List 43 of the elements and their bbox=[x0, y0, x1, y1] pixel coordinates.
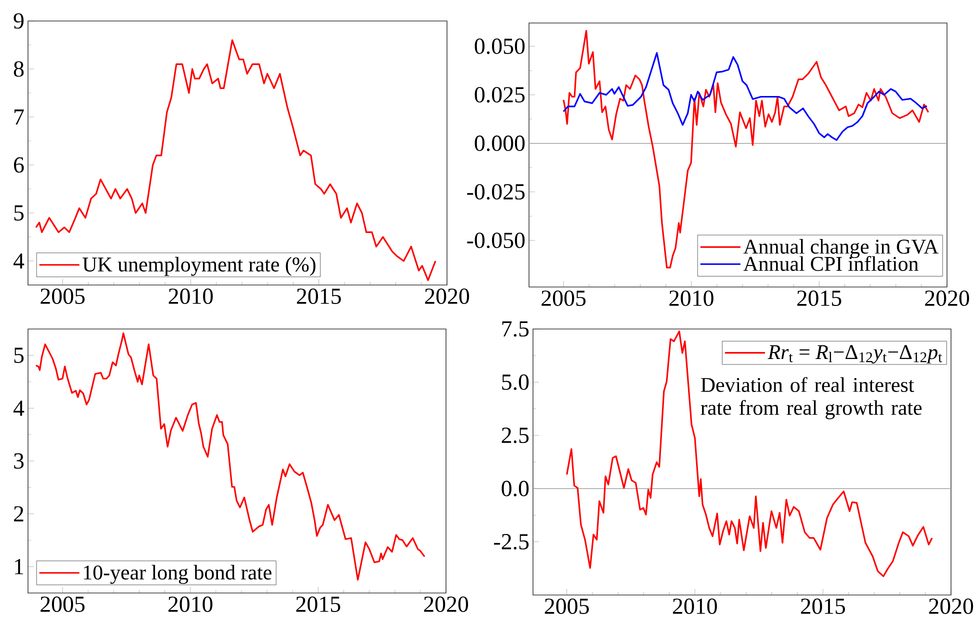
x-tick-label: 2005 bbox=[40, 288, 85, 304]
x-tick-label: 2015 bbox=[797, 290, 842, 306]
y-tick-label: 4 bbox=[13, 253, 24, 269]
x-tick-label: 2005 bbox=[542, 290, 586, 306]
x-tick-label: 2010 bbox=[669, 290, 714, 306]
x-tick-label: 2015 bbox=[801, 598, 845, 614]
x-tick-label: 2020 bbox=[425, 288, 470, 304]
text: Rr$_{t}$ = R$_{l}$−Δ$_{12}$y$_{t}$−Δ$_{12}$p$_{t}$ bbox=[768, 345, 942, 364]
y-tick-label: 4 bbox=[13, 400, 24, 416]
x-tick-label: 2015 bbox=[296, 596, 340, 612]
y-tick-label: 7.5 bbox=[502, 321, 529, 337]
x-tick-label: 2010 bbox=[168, 596, 212, 612]
y-tick-label: 2.5 bbox=[502, 428, 529, 444]
x-tick-label: 2005 bbox=[40, 596, 85, 612]
x-tick-label: 2015 bbox=[296, 288, 341, 304]
y-tick-label: 8 bbox=[14, 61, 24, 77]
y-tick-label: 0.000 bbox=[474, 136, 525, 152]
y-tick-label: 0.050 bbox=[474, 38, 525, 54]
y-tick-label: 5 bbox=[14, 205, 24, 221]
annotation: Deviation of real interest rate from real growth rate bbox=[700, 377, 922, 420]
y-tick-label: 2 bbox=[14, 506, 24, 522]
x-tick-label: 2020 bbox=[929, 598, 974, 614]
legend-label: Annual CPI inflation bbox=[743, 256, 918, 271]
legend-label: 10-year long bond rate bbox=[84, 564, 272, 584]
legend-label: UK unemployment rate (%) bbox=[82, 256, 316, 276]
x-tick-label: 2010 bbox=[168, 288, 213, 304]
x-tick-label: 2020 bbox=[424, 596, 468, 612]
x-tick-label: 2020 bbox=[925, 290, 970, 306]
y-tick-label: 5 bbox=[14, 348, 24, 364]
y-tick-label: 7 bbox=[14, 109, 24, 124]
y-tick-label: -0.050 bbox=[467, 232, 525, 248]
y-tick-label: 1 bbox=[15, 559, 24, 574]
y-tick-label: -2.5 bbox=[494, 534, 529, 550]
x-tick-label: 2010 bbox=[672, 598, 717, 614]
y-tick-label: 5.0 bbox=[502, 374, 529, 390]
y-tick-label: -0.025 bbox=[467, 184, 525, 200]
y-tick-label: 0.0 bbox=[502, 480, 529, 496]
y-tick-label: 3 bbox=[14, 453, 24, 469]
y-tick-label: 6 bbox=[14, 157, 24, 173]
line-series bbox=[35, 39, 436, 281]
x-tick-label: 2005 bbox=[544, 598, 589, 614]
y-tick-label: 9 bbox=[14, 13, 24, 29]
y-tick-label: 0.025 bbox=[474, 87, 525, 103]
